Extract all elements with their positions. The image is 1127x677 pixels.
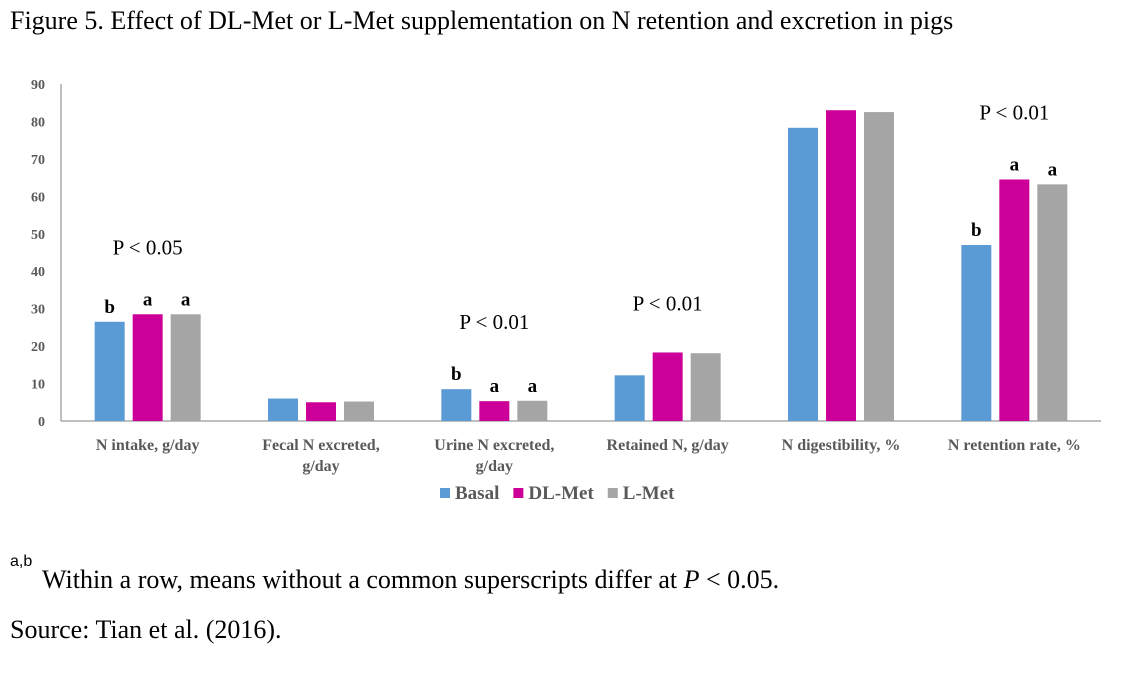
bar-chart: 0 10 20 30 40 50 60 70 80 90 b a a N intake, g/day P <… bbox=[31, 78, 1101, 504]
x-category-label: g/day bbox=[302, 458, 339, 475]
bar-l-met bbox=[864, 112, 894, 421]
legend-swatch-dl-met bbox=[513, 488, 524, 498]
p-value-label: P < 0.01 bbox=[633, 291, 703, 315]
y-tick-label: 30 bbox=[31, 303, 45, 318]
bar-basal bbox=[614, 375, 645, 421]
bar-basal bbox=[788, 127, 818, 421]
source-citation: Source: Tian et al. (2016). bbox=[10, 615, 282, 644]
bar-l-met bbox=[690, 353, 721, 421]
bar-dl-met bbox=[479, 401, 510, 421]
y-tick-label: 10 bbox=[31, 378, 45, 393]
y-tick-label: 70 bbox=[31, 153, 45, 168]
bar-basal bbox=[961, 245, 992, 421]
y-tick-label: 40 bbox=[31, 265, 45, 280]
x-category-label: N intake, g/day bbox=[96, 437, 200, 454]
x-category-label: N retention rate, % bbox=[948, 437, 1081, 454]
bar-dl-met bbox=[999, 179, 1030, 421]
footnote-text: Within a row, means without a common sup… bbox=[42, 565, 779, 595]
footnote-superscript: a,b bbox=[10, 553, 33, 570]
legend-swatch-basal bbox=[440, 488, 450, 498]
bar-l-met bbox=[517, 400, 548, 421]
bar-dl-met bbox=[652, 352, 683, 421]
footnote-text-after: < 0.05. bbox=[699, 565, 780, 594]
significance-letter: b bbox=[451, 364, 462, 385]
bar-basal bbox=[268, 398, 298, 421]
y-tick-label: 90 bbox=[31, 78, 45, 93]
figure-title: Figure 5. Effect of DL-Met or L-Met supp… bbox=[10, 6, 954, 35]
p-value-label: P < 0.01 bbox=[459, 310, 529, 334]
y-tick-label: 50 bbox=[31, 228, 45, 243]
legend-label-basal: Basal bbox=[455, 483, 499, 504]
x-category-label: Fecal N excreted, bbox=[262, 437, 379, 454]
bar-l-met bbox=[344, 401, 374, 421]
bar-l-met bbox=[1037, 184, 1068, 421]
x-category-label: Retained N, g/day bbox=[607, 437, 729, 454]
footnote-italic-p: P bbox=[683, 565, 700, 594]
bar-basal bbox=[94, 321, 125, 421]
legend-swatch-l-met bbox=[607, 488, 618, 498]
bar-l-met bbox=[170, 314, 201, 421]
significance-letter: b bbox=[971, 220, 982, 241]
y-tick-label: 20 bbox=[31, 340, 45, 355]
legend-label-dl-met: DL-Met bbox=[528, 483, 594, 504]
x-category-label: g/day bbox=[476, 458, 513, 475]
significance-letter: a bbox=[181, 289, 191, 310]
x-category-label: Urine N excreted, bbox=[434, 437, 554, 454]
bar-dl-met bbox=[306, 402, 336, 421]
significance-letter: a bbox=[1048, 159, 1058, 180]
bar-dl-met bbox=[826, 110, 856, 421]
y-tick-label: 80 bbox=[31, 115, 45, 130]
y-tick-label: 0 bbox=[38, 415, 45, 430]
significance-letter: b bbox=[104, 297, 115, 318]
bar-basal bbox=[441, 389, 472, 421]
x-category-label: N digestibility, % bbox=[782, 437, 901, 454]
significance-letter: a bbox=[528, 376, 538, 397]
significance-letter: a bbox=[1010, 154, 1020, 175]
bar-dl-met bbox=[132, 314, 163, 421]
significance-letter: a bbox=[490, 376, 500, 397]
legend-label-l-met: L-Met bbox=[623, 483, 675, 504]
footnote-text-before: Within a row, means without a common sup… bbox=[42, 565, 684, 594]
significance-letter: a bbox=[143, 289, 153, 310]
p-value-label: P < 0.05 bbox=[113, 235, 183, 259]
p-value-label: P < 0.01 bbox=[979, 100, 1049, 124]
y-tick-label: 60 bbox=[31, 190, 45, 205]
